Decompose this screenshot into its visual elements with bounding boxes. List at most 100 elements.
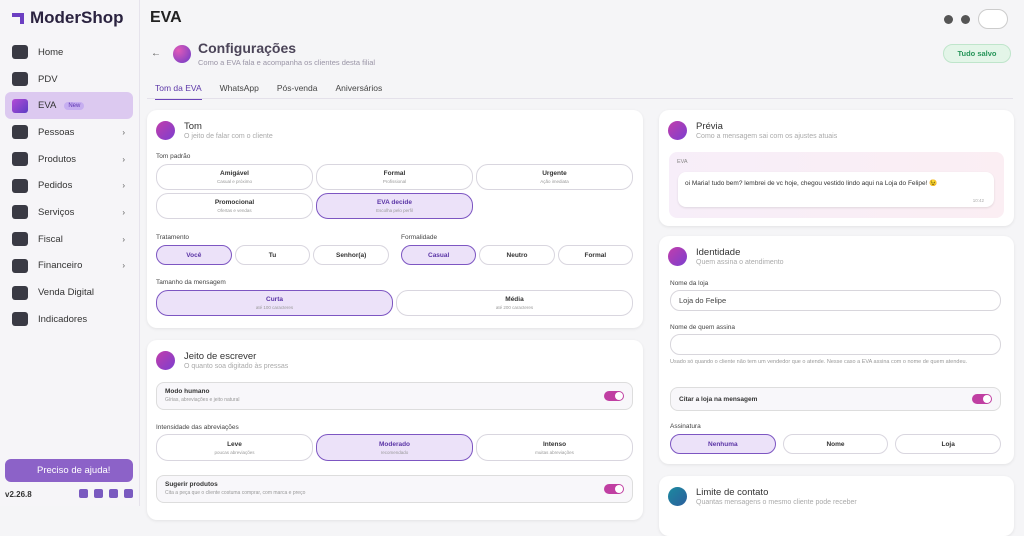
option[interactable]: Casual xyxy=(401,245,477,265)
settings-icon[interactable] xyxy=(944,14,953,24)
option-label: Amigável xyxy=(220,170,249,177)
nav-label: Fiscal xyxy=(38,233,63,245)
card-subtitle: O jeito de falar com o cliente xyxy=(184,133,273,140)
option-label: Promocional xyxy=(214,199,255,206)
tab-divider xyxy=(147,98,1013,99)
option[interactable]: Curta até 100 caracteres xyxy=(156,290,393,316)
option-label: Leve xyxy=(227,440,242,448)
option[interactable]: Promocional Ofertas e vendas xyxy=(156,193,313,219)
option[interactable]: Nenhuma xyxy=(670,434,776,454)
field-label: Tratamento xyxy=(156,234,189,241)
nav-item[interactable]: EVA New xyxy=(5,92,133,120)
card-icon xyxy=(668,121,687,140)
nav-item[interactable]: Produtos › xyxy=(5,146,133,173)
option-hint: até 200 caracteres xyxy=(495,305,534,310)
option[interactable]: Nome xyxy=(782,434,889,454)
option[interactable]: EVA decide Escolha pelo perfil xyxy=(316,193,473,219)
option-label: Formal xyxy=(383,170,406,177)
option-label: Nenhuma xyxy=(708,440,738,448)
facebook[interactable] xyxy=(94,489,103,498)
option-label: EVA decide xyxy=(376,199,413,206)
back-button[interactable]: ← xyxy=(151,48,161,59)
nav-item[interactable]: Serviços › xyxy=(5,199,133,226)
help-button[interactable]: Preciso de ajuda! xyxy=(5,459,133,482)
chevron: › xyxy=(122,234,125,244)
sidebar: ModerShop Home PDV EVA New Pessoas › Produtos ›… xyxy=(0,0,140,506)
option-label: Moderado xyxy=(378,440,411,448)
logo: ModerShop xyxy=(10,8,124,28)
card-title: Limite de contato xyxy=(696,487,769,498)
toggle[interactable] xyxy=(972,394,992,404)
nav-item[interactable]: Financeiro › xyxy=(5,253,133,280)
card-subtitle: O quanto soa digitado às pressas xyxy=(184,363,289,370)
option[interactable]: Urgente Ação imediata xyxy=(476,164,633,190)
option-label: Senhor(a) xyxy=(335,251,367,259)
instagram[interactable] xyxy=(79,489,88,498)
chevron: › xyxy=(122,207,125,217)
linkedin[interactable] xyxy=(109,489,118,498)
page: ModerShop Home PDV EVA New Pessoas › Produtos ›… xyxy=(0,0,1024,506)
option[interactable]: Intenso muitas abreviações xyxy=(476,434,633,461)
option[interactable]: Formal xyxy=(557,245,633,265)
card-icon xyxy=(156,121,175,140)
nav-item[interactable]: PDV xyxy=(5,66,133,93)
option-hint: Ação imediata xyxy=(540,179,569,184)
option[interactable]: Senhor(a) xyxy=(313,245,389,265)
tab[interactable]: Tom da EVA xyxy=(155,83,202,100)
nav-label: Indicadores xyxy=(38,313,88,325)
tab[interactable]: Aniversários xyxy=(335,83,383,93)
toggle[interactable] xyxy=(604,484,624,494)
nav-item[interactable]: Home xyxy=(5,39,133,66)
option-hint: poucas abreviações xyxy=(214,449,255,455)
nav-label: PDV xyxy=(38,73,58,85)
nav-badge: New xyxy=(64,101,85,110)
option-label: Tu xyxy=(268,251,277,259)
tab[interactable]: Pós-venda xyxy=(276,83,318,93)
signer-input[interactable] xyxy=(670,334,1001,355)
nav-item[interactable]: Pedidos › xyxy=(5,172,133,199)
youtube[interactable] xyxy=(124,489,133,498)
option[interactable]: Amigável Casual e próximo xyxy=(156,164,313,190)
nav-icon xyxy=(12,285,28,300)
nav-icon xyxy=(12,205,28,220)
field-help: Usado só quando o cliente não tem um ven… xyxy=(670,359,968,365)
nav-label: Pedidos xyxy=(38,180,73,192)
nav-item[interactable]: Fiscal › xyxy=(5,226,133,253)
card-title: Identidade xyxy=(696,247,741,258)
nav-item[interactable]: Venda Digital xyxy=(5,279,133,306)
option[interactable]: Leve poucas abreviações xyxy=(156,434,313,461)
option-hint: muitas abreviações xyxy=(535,449,574,455)
option[interactable]: Moderado recomendado xyxy=(316,434,473,461)
option-label: Média xyxy=(505,296,524,303)
option[interactable]: Você xyxy=(156,245,232,265)
card-subtitle: Como a mensagem sai com os ajustes atuai… xyxy=(696,133,838,140)
human-mode: Modo humano Gírias, abreviações e jeito n… xyxy=(156,382,633,410)
nav-item[interactable]: Pessoas › xyxy=(5,119,133,146)
field-label: Formalidade xyxy=(401,234,438,241)
nav-label: Home xyxy=(38,46,64,58)
field-label: Nome de quem assina xyxy=(670,324,736,331)
nav-label: Venda Digital xyxy=(38,287,94,299)
nav-icon xyxy=(12,45,28,60)
option[interactable]: Neutro xyxy=(479,245,555,265)
nav-item[interactable]: Indicadores xyxy=(5,306,133,333)
topbar: EVA xyxy=(140,0,1024,36)
option[interactable]: Média até 200 caracteres xyxy=(396,290,633,316)
field-label: Intensidade das abreviações xyxy=(156,424,239,431)
option[interactable]: Loja xyxy=(895,434,1001,454)
toggle[interactable] xyxy=(604,391,624,401)
nav-icon xyxy=(12,178,28,193)
avatar[interactable] xyxy=(978,9,1008,29)
page-title: EVA xyxy=(150,9,182,26)
card-icon xyxy=(668,487,687,506)
field-label: Assinatura xyxy=(670,423,701,430)
tab[interactable]: WhatsApp xyxy=(219,83,259,93)
option[interactable]: Tu xyxy=(234,245,311,265)
bell-icon[interactable] xyxy=(961,14,970,24)
nav-label: Produtos xyxy=(38,153,77,165)
option[interactable]: Formal Profissional xyxy=(316,164,473,190)
store-input[interactable]: Loja do Felipe xyxy=(670,290,1001,311)
message-bubble: oi Maria! tudo bem? lembrei de vc hoje, … xyxy=(678,172,994,207)
sender: EVA xyxy=(677,159,688,165)
option-hint: recomendado xyxy=(380,449,409,455)
